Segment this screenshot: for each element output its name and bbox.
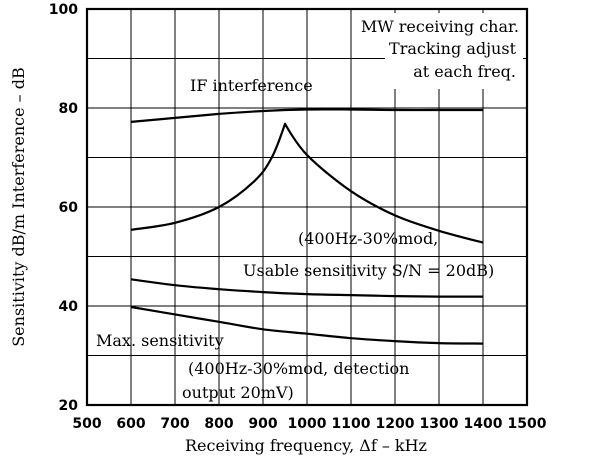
series-line-1 [130, 108, 483, 123]
y-tick-label: 20 [59, 398, 79, 414]
x-tick-label: 500 [72, 416, 101, 432]
x-tick-label: 1400 [464, 416, 503, 432]
y-tick-label: 40 [59, 299, 79, 315]
plot-frame [85, 7, 529, 407]
chart-title-line2: Tracking adjust [389, 39, 517, 58]
x-tick-label: 1200 [376, 416, 415, 432]
x-tick-label: 900 [248, 416, 277, 432]
usable-label-line1: (400Hz-30%mod, [298, 229, 438, 248]
grid-lines [87, 9, 527, 405]
x-tick-label: 1300 [420, 416, 459, 432]
x-tick-label: 1500 [508, 416, 547, 432]
x-tick-label: 600 [116, 416, 145, 432]
series-group [130, 108, 484, 345]
x-tick-label: 1100 [332, 416, 371, 432]
y-tick-label: 100 [49, 2, 78, 18]
series-line-4 [130, 305, 484, 345]
series-line-2 [130, 122, 484, 244]
y-axis-label: Sensitivity dB/m Interference – dB [9, 67, 28, 347]
usable-label-line2: Usable sensitivity S/N = 20dB) [243, 261, 494, 280]
title-box-mask [385, 13, 523, 89]
chart-title-line1: MW receiving char. [361, 17, 519, 36]
x-axis-label: Receiving frequency, Δf – kHz [185, 436, 427, 455]
if-interference-label: IF interference [190, 76, 313, 95]
x-tick-label: 800 [204, 416, 233, 432]
x-tick-labels: 500 600 700 800 900 1000 1100 1200 1300 1400 1500 [72, 416, 546, 432]
max-label-line2: (400Hz-30%mod, detection [188, 359, 409, 378]
max-label-line3: output 20mV) [182, 383, 294, 402]
x-tick-label: 1000 [288, 416, 327, 432]
series-line-3 [130, 278, 484, 298]
y-tick-label: 80 [59, 101, 79, 117]
y-tick-label: 60 [59, 200, 79, 216]
max-label-line1: Max. sensitivity [96, 331, 224, 350]
y-tick-labels: 20 40 60 80 100 [49, 2, 78, 414]
x-tick-label: 700 [160, 416, 189, 432]
chart-title-line3: at each freq. [413, 62, 516, 81]
